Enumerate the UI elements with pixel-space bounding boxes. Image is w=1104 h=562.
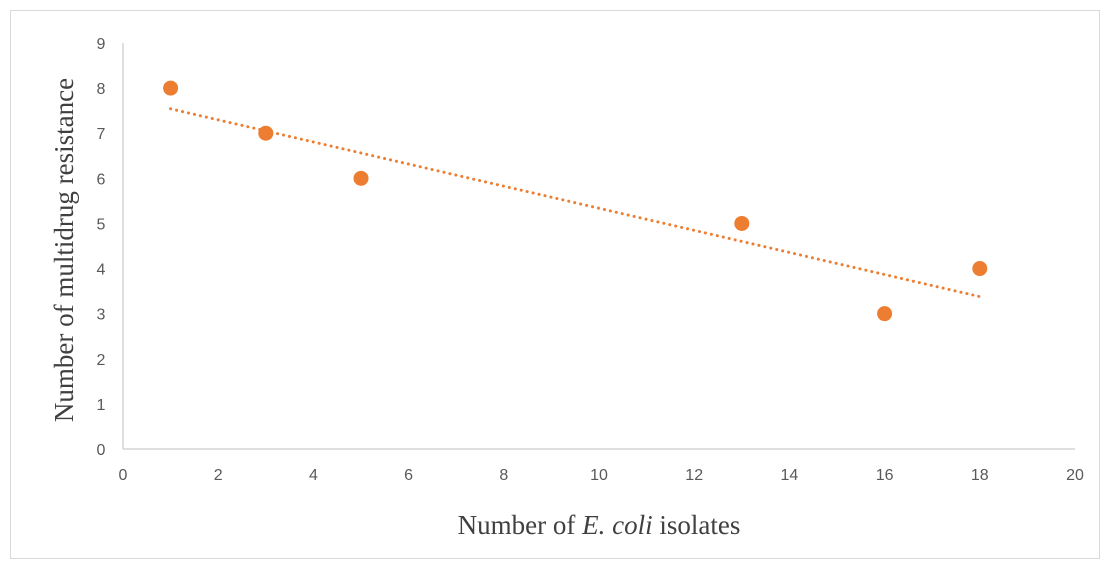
y-tick-label: 5 [97,216,106,233]
y-tick-label: 4 [97,262,106,279]
x-axis-ticks: 0 2 4 6 8 10 12 14 16 18 20 [119,467,1084,484]
x-tick-label: 16 [876,467,894,484]
x-tick-label: 8 [499,467,508,484]
y-axis-title: Number of multidrug resistance [49,78,79,422]
x-axis-title-part: isolates [653,510,741,540]
y-tick-label: 9 [97,36,106,53]
x-axis-title-part: E. coli [581,510,652,540]
x-tick-label: 14 [781,467,799,484]
y-tick-label: 3 [97,307,106,324]
data-point [734,215,750,231]
data-point [877,306,893,322]
y-tick-label: 0 [97,442,106,459]
y-tick-label: 2 [97,352,106,369]
data-point [353,170,369,186]
data-point [972,261,988,277]
data-point [258,125,274,141]
y-tick-label: 1 [97,397,106,414]
x-axis-title-part: Number of [458,510,582,540]
x-tick-label: 0 [119,467,128,484]
x-tick-label: 6 [404,467,413,484]
x-tick-label: 20 [1066,467,1084,484]
y-tick-label: 6 [97,171,106,188]
y-axis-ticks: 0 1 2 3 4 5 6 7 8 9 [97,36,106,459]
y-tick-label: 7 [97,126,106,143]
x-tick-label: 4 [309,467,318,484]
y-tick-label: 8 [97,81,106,98]
x-tick-label: 2 [214,467,223,484]
chart-frame [10,10,1100,559]
x-tick-label: 18 [971,467,989,484]
x-tick-label: 10 [590,467,608,484]
data-point [163,80,179,96]
x-tick-label: 12 [685,467,703,484]
trendline [169,107,982,299]
data-points [163,80,988,322]
x-axis-title: Number of E. coli isolates [458,510,741,540]
